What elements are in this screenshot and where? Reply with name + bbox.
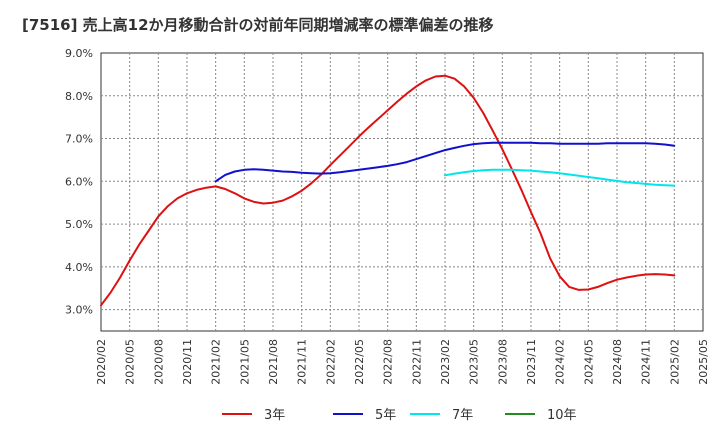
x-tick-label: 2020/02 xyxy=(95,339,108,385)
x-tick-label: 2025/02 xyxy=(668,339,681,385)
x-tick-label: 2024/02 xyxy=(554,339,567,385)
y-tick-label: 3.0% xyxy=(65,304,93,317)
series-line-3 xyxy=(444,168,676,187)
y-tick-label: 6.0% xyxy=(65,175,93,188)
x-tick-label: 2020/05 xyxy=(124,339,137,385)
x-tick-label: 2020/11 xyxy=(181,339,194,385)
legend: 3年 5年 7年 10年 xyxy=(222,408,577,423)
x-tick-label: 2023/08 xyxy=(496,339,509,385)
x-tick-label: 2021/11 xyxy=(296,339,309,385)
y-axis-ticks: 3.0% 4.0% 5.0% 6.0% 7.0% 8.0% 9.0% xyxy=(65,47,93,317)
x-tick-label: 2023/02 xyxy=(439,339,452,385)
x-tick-label: 2024/11 xyxy=(640,339,653,385)
legend-label-3: 7年 xyxy=(452,408,473,423)
x-tick-label: 2022/11 xyxy=(410,339,423,385)
legend-label-2: 5年 xyxy=(375,408,396,423)
series-line-2 xyxy=(214,141,676,183)
y-tick-label: 5.0% xyxy=(65,218,93,231)
y-tick-label: 9.0% xyxy=(65,47,93,60)
series-layer xyxy=(100,74,676,307)
x-tick-label: 2021/05 xyxy=(238,339,251,385)
y-tick-label: 4.0% xyxy=(65,261,93,274)
x-tick-label: 2024/05 xyxy=(582,339,595,385)
chart-title: [7516] 売上高12か月移動合計の対前年同期増減率の標準偏差の推移 xyxy=(22,16,494,34)
x-tick-label: 2022/02 xyxy=(324,339,337,385)
x-tick-label: 2020/08 xyxy=(152,339,165,385)
y-tick-label: 7.0% xyxy=(65,133,93,146)
x-axis-ticks: 2020/02 2020/05 2020/08 2020/11 2021/02 2021/… xyxy=(95,339,710,385)
x-tick-label: 2023/11 xyxy=(525,339,538,385)
series-line-1 xyxy=(100,74,676,307)
x-tick-label: 2022/08 xyxy=(382,339,395,385)
x-tick-label: 2023/05 xyxy=(468,339,481,385)
x-tick-label: 2024/08 xyxy=(611,339,624,385)
legend-label-4: 10年 xyxy=(547,408,577,423)
x-tick-label: 2021/08 xyxy=(267,339,280,385)
y-tick-label: 8.0% xyxy=(65,90,93,103)
x-tick-label: 2025/05 xyxy=(697,339,710,385)
x-tick-label: 2021/02 xyxy=(210,339,223,385)
x-tick-label: 2022/05 xyxy=(353,339,366,385)
grid xyxy=(101,53,703,331)
legend-label-1: 3年 xyxy=(264,408,285,423)
